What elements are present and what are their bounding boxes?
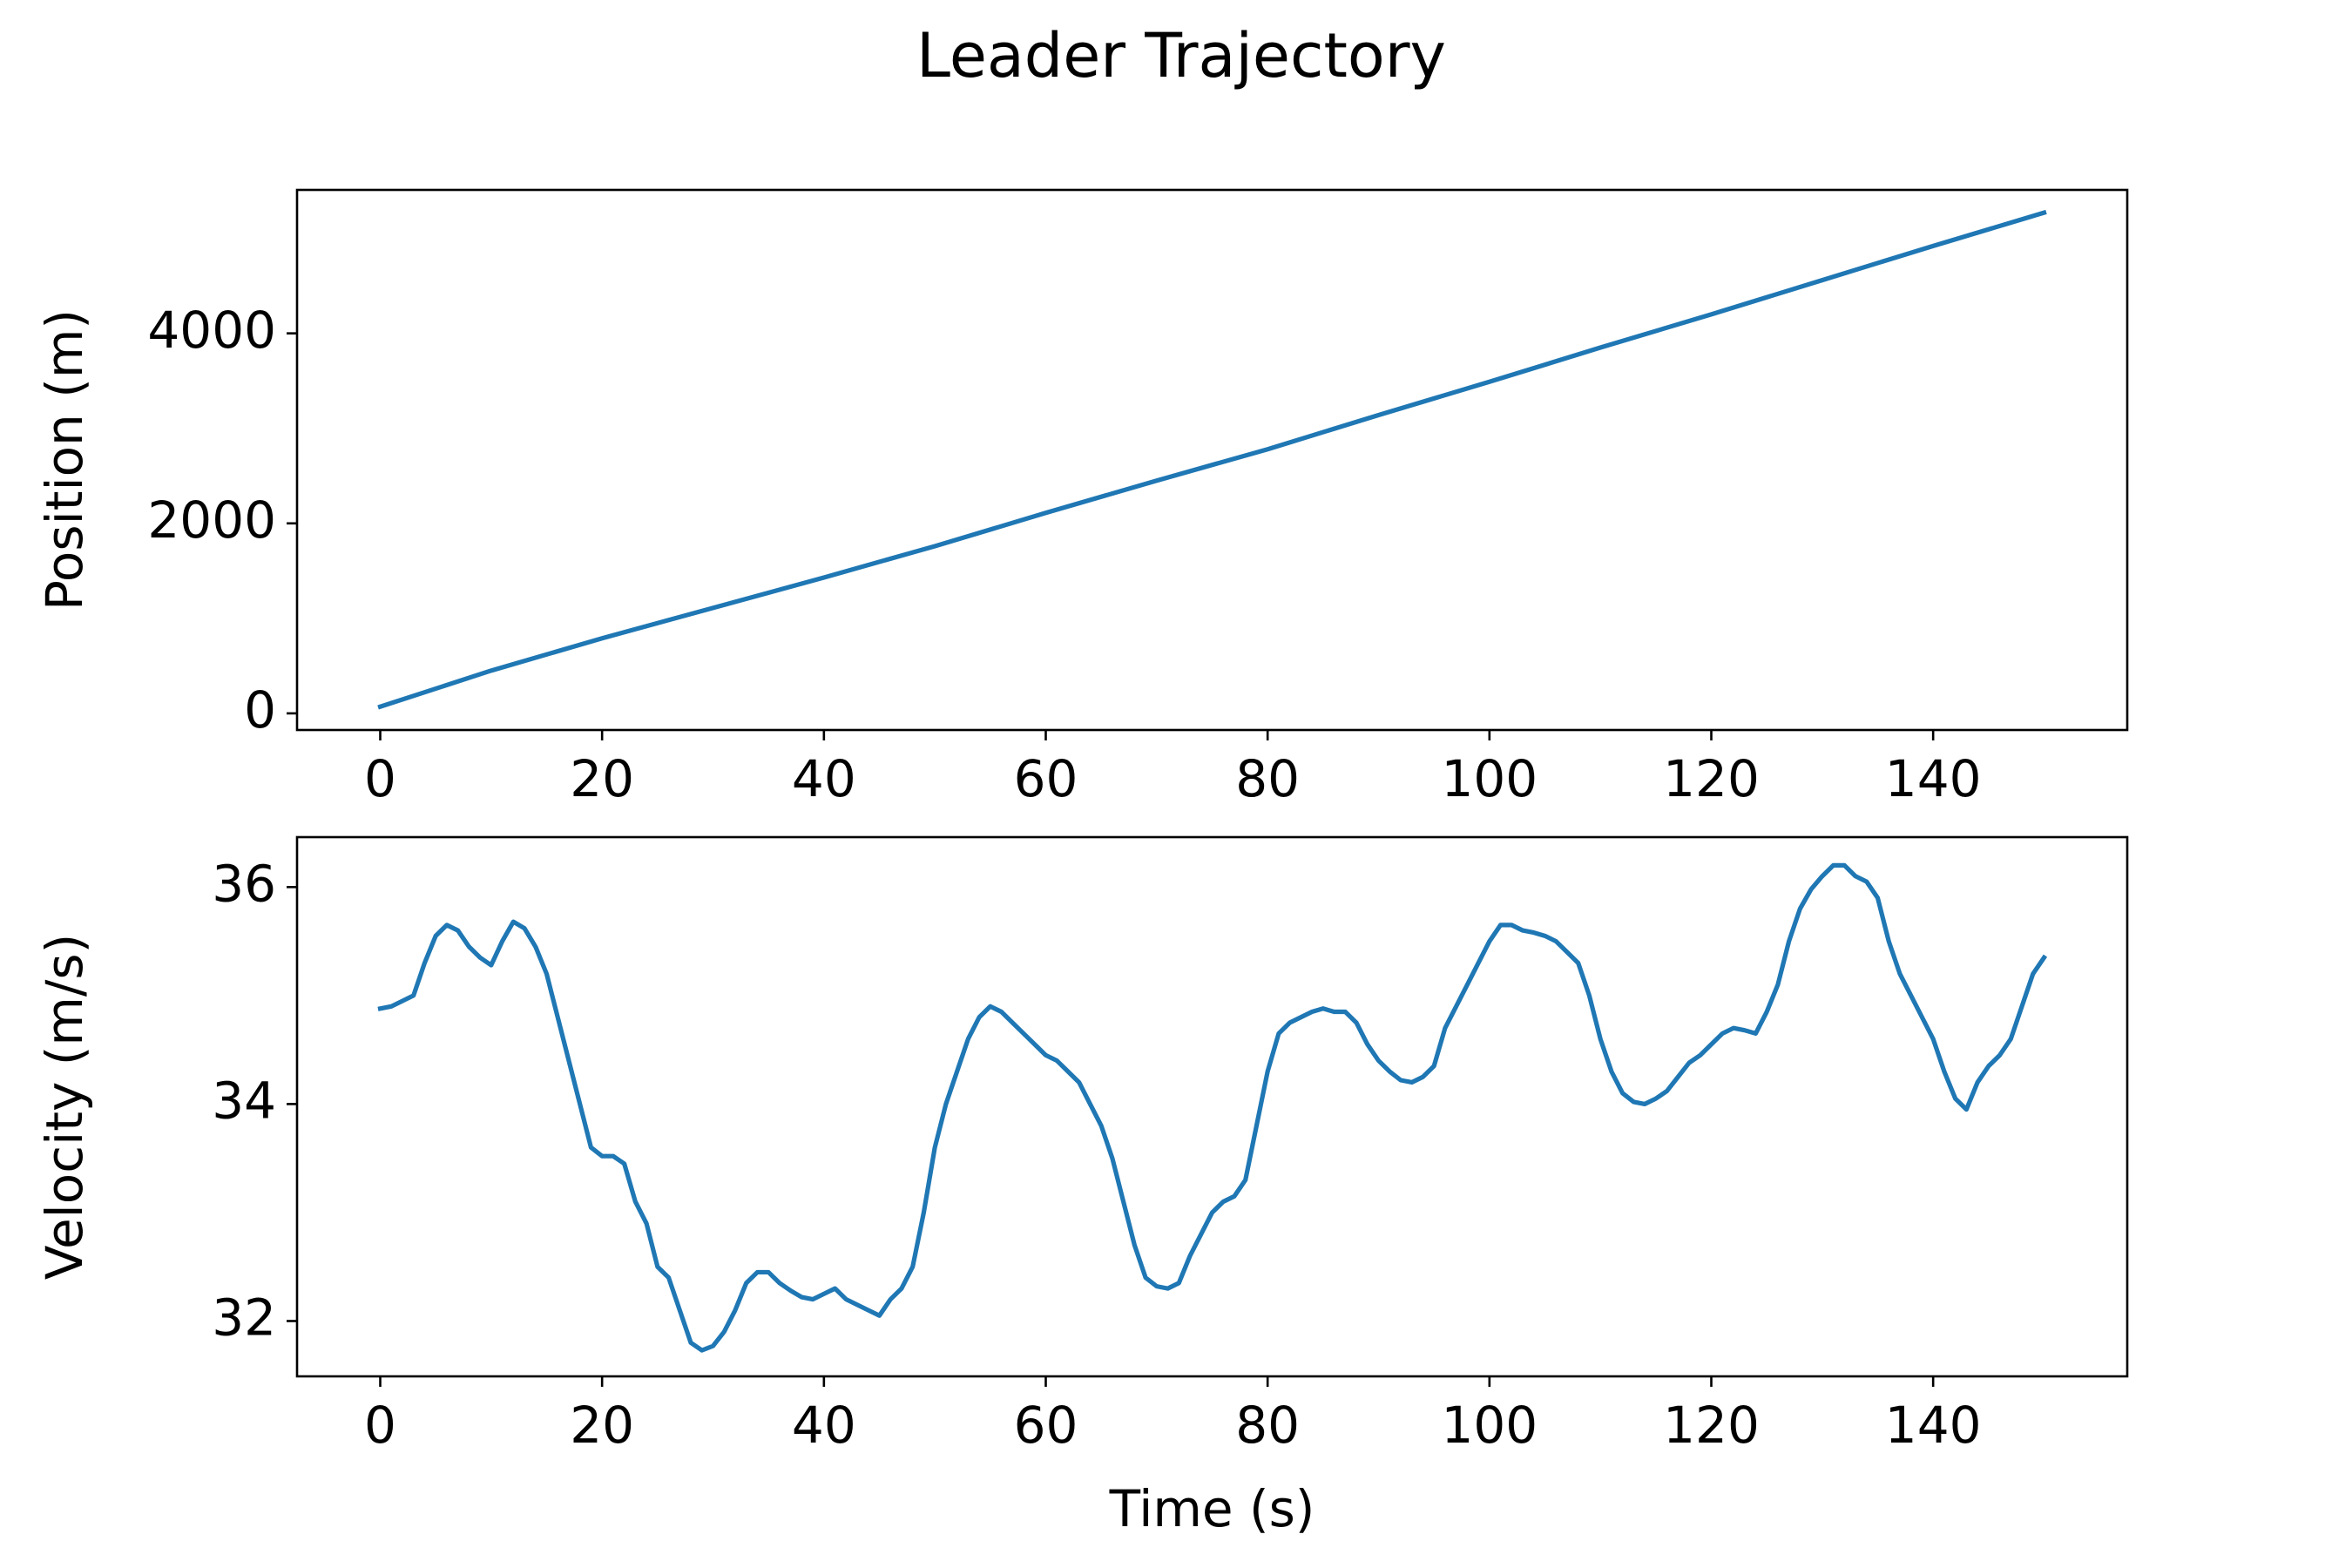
y-tick-label: 36 <box>212 854 276 913</box>
x-axis-label: Time (s) <box>1109 1479 1315 1538</box>
x-tick-label: 20 <box>570 749 634 808</box>
x-tick-label: 100 <box>1441 749 1538 808</box>
y-tick-label: 34 <box>212 1071 276 1130</box>
x-tick-label: 0 <box>364 1396 396 1455</box>
x-tick-label: 40 <box>792 1396 856 1455</box>
x-tick-label: 20 <box>570 1396 634 1455</box>
x-tick-label: 40 <box>792 749 856 808</box>
x-tick-label: 100 <box>1441 1396 1538 1455</box>
y-tick-label: 2000 <box>147 490 276 550</box>
y-axis-label: Velocity (m/s) <box>35 934 94 1280</box>
x-tick-label: 80 <box>1235 749 1300 808</box>
x-tick-label: 60 <box>1014 749 1078 808</box>
y-axis-label: Position (m) <box>35 309 94 611</box>
axes-frame <box>295 835 2129 1378</box>
series-line <box>377 209 2047 710</box>
x-tick-label: 120 <box>1663 1396 1760 1455</box>
x-tick-label: 0 <box>364 749 396 808</box>
x-tick-label: 120 <box>1663 749 1760 808</box>
x-tick-label: 80 <box>1235 1396 1300 1455</box>
x-tick-label: 140 <box>1885 1396 1982 1455</box>
y-tick-label: 0 <box>244 680 276 740</box>
x-tick-label: 60 <box>1014 1396 1078 1455</box>
y-tick-label: 32 <box>212 1288 276 1348</box>
figure-title: Leader Trajectory <box>916 20 1446 91</box>
y-tick-label: 4000 <box>147 301 276 360</box>
axes-frame <box>295 188 2129 732</box>
x-tick-label: 140 <box>1885 749 1982 808</box>
series-line <box>377 862 2048 1353</box>
